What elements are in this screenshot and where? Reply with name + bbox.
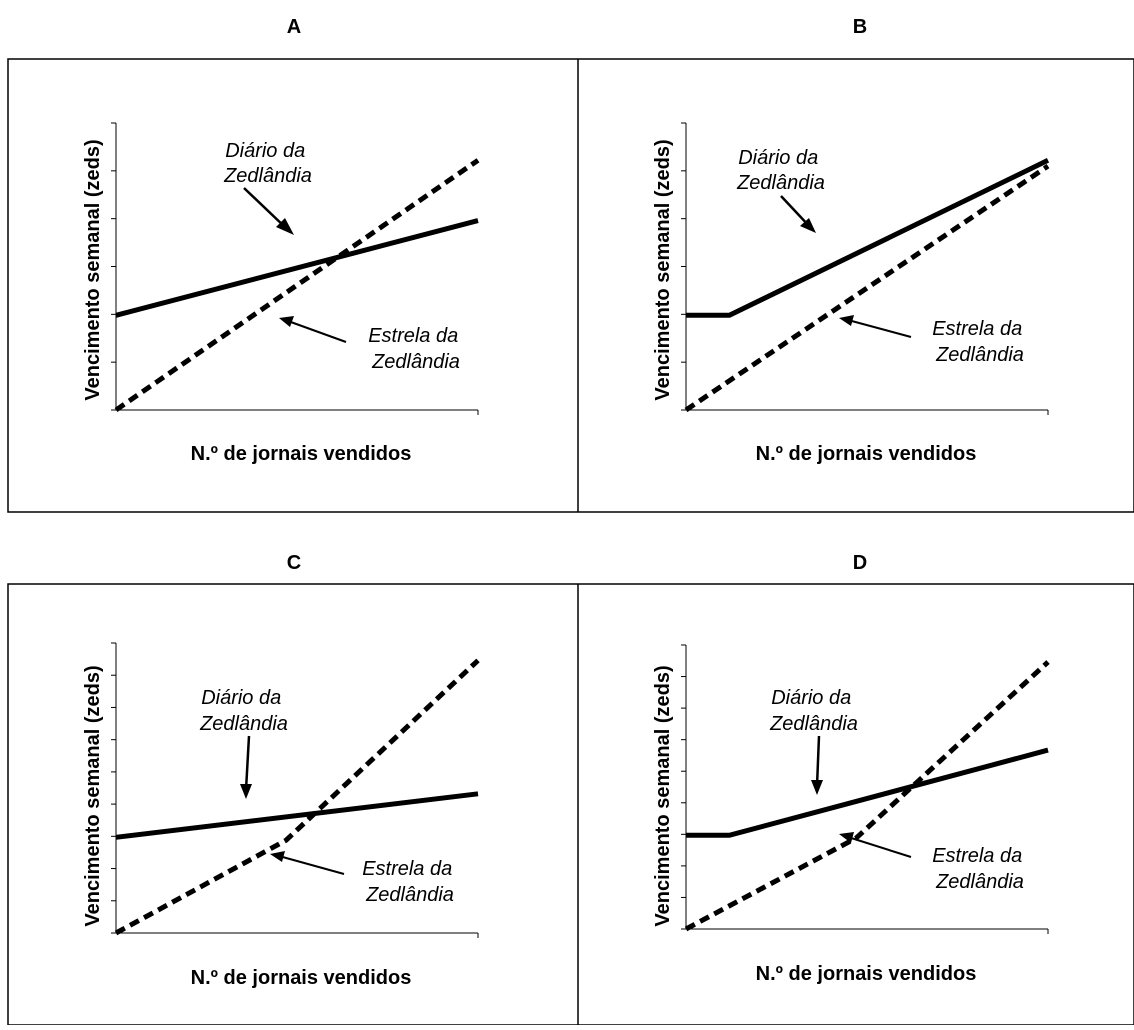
panel-title-d: D: [853, 552, 867, 574]
arrowhead-estrela-d: [839, 832, 854, 843]
series-line-diario-b: [686, 158, 1050, 318]
top-frame: [7, 58, 1134, 513]
annotation-estrela-b-line2: Zedlândia: [935, 344, 1024, 366]
plot-layer: [111, 122, 1050, 938]
annotation-diario-d: Diário da Zedlândia: [769, 687, 858, 735]
arrowhead-estrela-a: [279, 316, 294, 327]
annotation-diario-b: Diário da Zedlândia: [736, 147, 825, 194]
arrow-diario-d: [815, 735, 821, 787]
series-line-estrela-d: [684, 660, 1050, 932]
annotation-diario-b-line2: Zedlândia: [736, 172, 825, 194]
annotation-diario-a-line1: Diário da: [225, 140, 305, 162]
panel-title-a: A: [287, 16, 301, 38]
series-line-diario-c: [115, 791, 479, 840]
annotation-estrela-d-line2: Zedlândia: [935, 871, 1024, 893]
xlabel-a: N.º de jornais vendidos: [191, 443, 412, 465]
arrow-estrela-a: [287, 320, 347, 343]
annotation-diario-c-line1: Diário da: [201, 687, 281, 709]
arrow-diario-c: [244, 735, 251, 791]
ylabel-a: Vencimento semanal (zeds): [82, 139, 104, 400]
arrowhead-estrela-b: [839, 315, 854, 326]
annotation-estrela-c-line2: Zedlândia: [365, 884, 454, 906]
bottom-frame: [7, 583, 1134, 1026]
series-line-diario-d: [686, 747, 1049, 838]
series-line-estrela-a: [114, 158, 480, 413]
annotation-estrela-c-line1: Estrela da: [362, 858, 452, 880]
annotation-estrela-a: Estrela da Zedlândia: [368, 325, 464, 373]
annotation-diario-a-line2: Zedlândia: [223, 165, 312, 187]
arrow-estrela-b: [847, 319, 912, 338]
arrowhead-diario-b: [800, 218, 816, 233]
xlabel-d: N.º de jornais vendidos: [756, 963, 977, 985]
annotation-diario-a: Diário da Zedlândia: [223, 140, 312, 187]
ylabel-c: Vencimento semanal (zeds): [82, 665, 104, 926]
annotation-estrela-b: Estrela da Zedlândia: [932, 318, 1028, 366]
panel-title-c: C: [287, 552, 301, 574]
arrow-diario-a: [243, 187, 288, 230]
arrow-estrela-c: [278, 855, 345, 875]
series-line-diario-a: [115, 218, 479, 318]
annotation-diario-b-line1: Diário da: [738, 147, 818, 169]
annotation-estrela-c: Estrela da Zedlândia: [362, 858, 458, 906]
annotation-estrela-d-line1: Estrela da: [932, 845, 1022, 867]
annotation-estrela-a-line1: Estrela da: [368, 325, 458, 347]
arrowhead-diario-d: [811, 780, 823, 795]
annotation-diario-c: Diário da Zedlândia: [199, 687, 288, 735]
annotation-diario-d-line2: Zedlândia: [769, 713, 858, 735]
ylabel-b: Vencimento semanal (zeds): [652, 139, 674, 400]
annotation-estrela-a-line2: Zedlândia: [371, 351, 460, 373]
annotation-diario-d-line1: Diário da: [771, 687, 851, 709]
annotation-diario-c-line2: Zedlândia: [199, 713, 288, 735]
xlabel-b: N.º de jornais vendidos: [756, 443, 977, 465]
series-line-estrela-b: [684, 164, 1050, 413]
panel-title-b: B: [853, 16, 867, 38]
arrowhead-diario-c: [240, 784, 252, 799]
annotation-estrela-b-line1: Estrela da: [932, 318, 1022, 340]
arrowhead-diario-a: [276, 218, 294, 235]
ylabel-d: Vencimento semanal (zeds): [652, 665, 674, 926]
xlabel-c: N.º de jornais vendidos: [191, 967, 412, 989]
arrow-estrela-d: [847, 836, 912, 858]
arrowhead-estrela-c: [270, 851, 285, 862]
annotation-estrela-d: Estrela da Zedlândia: [932, 845, 1028, 893]
series-line-estrela-c: [114, 658, 480, 936]
